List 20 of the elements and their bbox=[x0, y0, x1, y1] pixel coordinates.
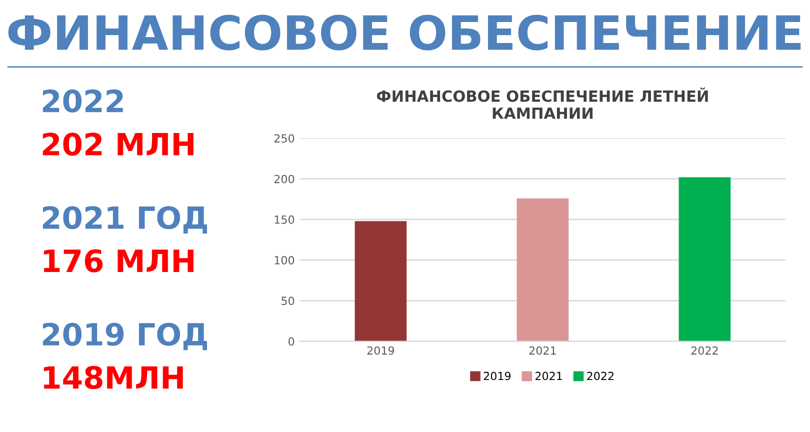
y-tick-label: 150 bbox=[274, 215, 294, 224]
x-tick-label: 2021 bbox=[529, 346, 556, 355]
chart-title: ФИНАНСОВОЕ ОБЕСПЕЧЕНИЕ bbox=[8, 14, 801, 50]
legend-label: 2021 bbox=[535, 372, 562, 380]
y-tick-label: 50 bbox=[282, 296, 294, 306]
chart-subtitle: ФИНАНСОВОЕ ОБЕСПЕЧЕНИЕ ЛЕТНЕЙ КАМПАНИИ bbox=[376, 88, 708, 119]
y-tick-label: 200 bbox=[274, 174, 294, 184]
text: 2019 ГОД bbox=[42, 322, 208, 350]
y-tick-label: 100 bbox=[274, 256, 294, 264]
x-tick-label: 2022 bbox=[691, 346, 718, 355]
y-tick-label: 0 bbox=[288, 337, 294, 346]
legend-label: 2019 bbox=[484, 372, 511, 380]
text: 148МЛН bbox=[44, 366, 183, 390]
text: 202 МЛН bbox=[42, 132, 194, 156]
y-tick-label: 250 bbox=[274, 134, 294, 143]
text: 2021 ГОД bbox=[42, 206, 208, 234]
text: 176 МЛН bbox=[44, 249, 194, 272]
legend-label: 2022 bbox=[587, 372, 614, 380]
text: 2022 bbox=[42, 89, 123, 113]
x-tick-label: 2019 bbox=[367, 346, 394, 355]
